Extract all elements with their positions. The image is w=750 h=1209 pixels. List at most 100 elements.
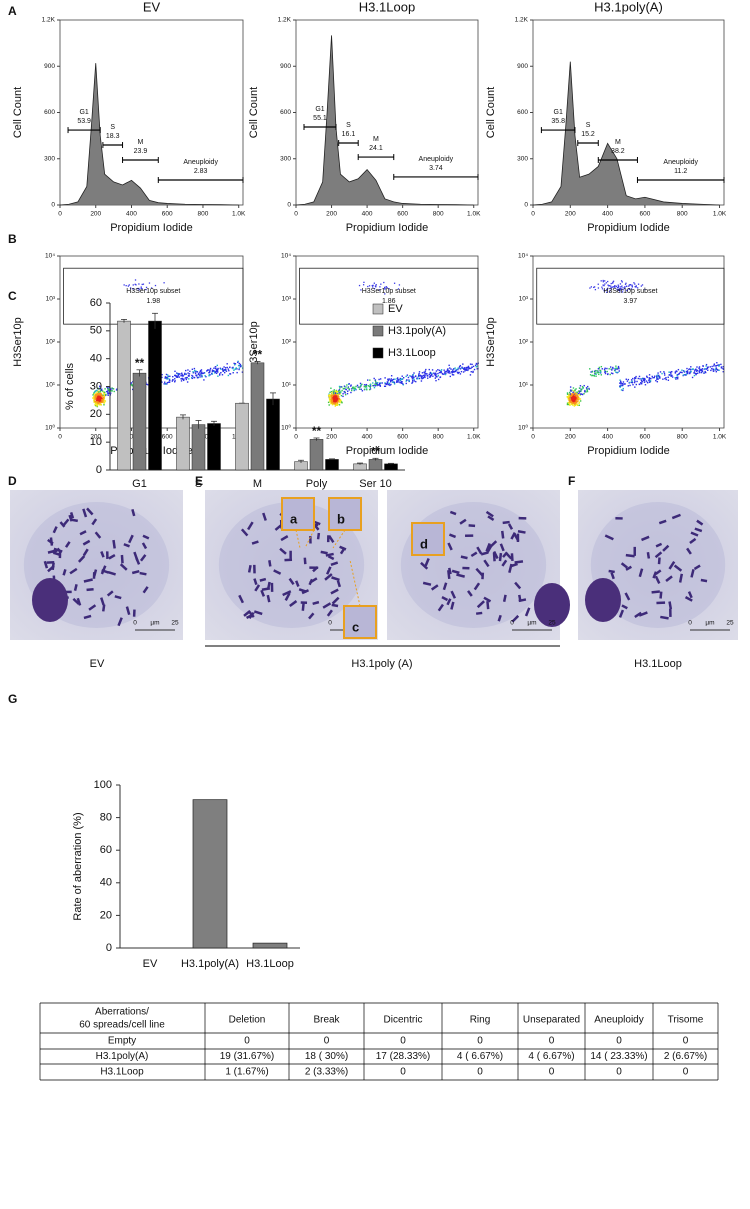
density-dot <box>331 402 333 404</box>
density-dot <box>332 398 335 400</box>
density-dot <box>607 373 609 375</box>
chromosome <box>83 578 93 583</box>
density-dot <box>99 399 102 401</box>
density-dot <box>102 394 104 396</box>
density-dot <box>423 371 425 373</box>
y-tick-label: 0 <box>51 202 55 209</box>
density-dot <box>384 377 386 379</box>
density-dot <box>237 364 240 367</box>
density-dot <box>456 371 459 374</box>
density-dot <box>424 372 427 374</box>
density-dot <box>147 384 149 386</box>
histogram-line <box>295 35 474 206</box>
density-dot <box>611 369 613 371</box>
density-dot <box>201 374 203 376</box>
density-dot <box>589 368 591 370</box>
density-dot <box>371 284 373 287</box>
density-dot <box>617 371 619 374</box>
density-dot <box>464 367 466 369</box>
chromosome <box>68 514 73 522</box>
gate-value: 1.98 <box>146 298 160 305</box>
density-dot <box>99 400 101 403</box>
y-axis-label: 3Ser10p <box>248 321 260 363</box>
density-dot <box>634 380 636 383</box>
chromosome <box>625 565 632 571</box>
density-dot <box>94 404 97 407</box>
density-dot <box>417 375 420 378</box>
density-dot <box>637 283 640 285</box>
density-dot <box>196 371 199 373</box>
chromosome <box>303 557 307 565</box>
density-dot <box>358 284 361 287</box>
density-dot <box>464 368 466 370</box>
density-dot <box>580 393 583 395</box>
density-dot <box>341 386 343 388</box>
density-dot <box>334 401 336 403</box>
density-dot <box>568 396 571 398</box>
density-dot <box>657 372 659 374</box>
density-dot <box>376 381 379 384</box>
y-tick-label: 10³ <box>282 296 292 303</box>
cell-area <box>218 502 365 628</box>
density-dot <box>452 370 455 373</box>
table-cell: 1 (1.67%) <box>225 1067 268 1078</box>
density-dot <box>471 363 473 366</box>
density-dot <box>669 371 672 373</box>
density-dot <box>571 393 574 395</box>
density-dot <box>574 390 576 392</box>
density-dot <box>681 369 683 371</box>
density-dot <box>610 288 612 290</box>
density-dot <box>332 397 334 400</box>
y-tick-label: 900 <box>44 63 55 70</box>
density-dot <box>335 403 338 405</box>
density-dot <box>648 379 650 381</box>
density-dot <box>398 284 401 286</box>
density-dot <box>643 379 646 381</box>
density-dot <box>96 399 99 402</box>
chromosome <box>330 588 339 595</box>
density-dot <box>646 376 648 379</box>
density-dot <box>616 371 618 374</box>
density-dot <box>217 367 219 370</box>
x-tick-label: 200 <box>326 211 337 218</box>
density-dot <box>676 376 678 379</box>
x-tick-label: 1.0K <box>467 211 481 218</box>
chromosome <box>100 597 105 606</box>
density-dot <box>573 405 576 407</box>
density-dot <box>670 372 672 374</box>
density-dot <box>188 373 191 375</box>
density-dot <box>603 368 606 371</box>
density-dot <box>458 365 461 368</box>
plot-frame <box>295 255 479 429</box>
chromosome <box>82 508 88 518</box>
y-tick-label: 10⁴ <box>281 253 291 260</box>
density-dot <box>195 374 197 377</box>
density-dot <box>420 375 423 378</box>
density-dot <box>667 376 669 378</box>
density-dot <box>336 398 338 401</box>
density-dot <box>612 280 615 282</box>
chromosome <box>139 571 147 576</box>
chromosome <box>238 594 245 604</box>
chromosome <box>660 615 669 620</box>
density-dot <box>641 383 643 385</box>
density-dot <box>328 397 331 399</box>
chromosome <box>422 581 432 586</box>
density-dot <box>176 376 178 378</box>
bar <box>148 320 162 471</box>
chromosome <box>77 555 86 563</box>
density-dot <box>338 400 341 402</box>
density-dot <box>576 400 578 403</box>
chromosome <box>510 553 514 562</box>
density-dot <box>399 379 401 381</box>
x-tick-label: 600 <box>639 211 650 218</box>
chromosome <box>610 572 615 580</box>
density-dot <box>398 378 400 381</box>
density-dot <box>594 288 597 291</box>
density-dot <box>675 376 677 379</box>
density-dot <box>620 381 622 384</box>
density-dot <box>594 369 597 372</box>
density-dot <box>580 390 582 393</box>
density-dot <box>676 374 679 377</box>
density-dot <box>705 363 708 366</box>
